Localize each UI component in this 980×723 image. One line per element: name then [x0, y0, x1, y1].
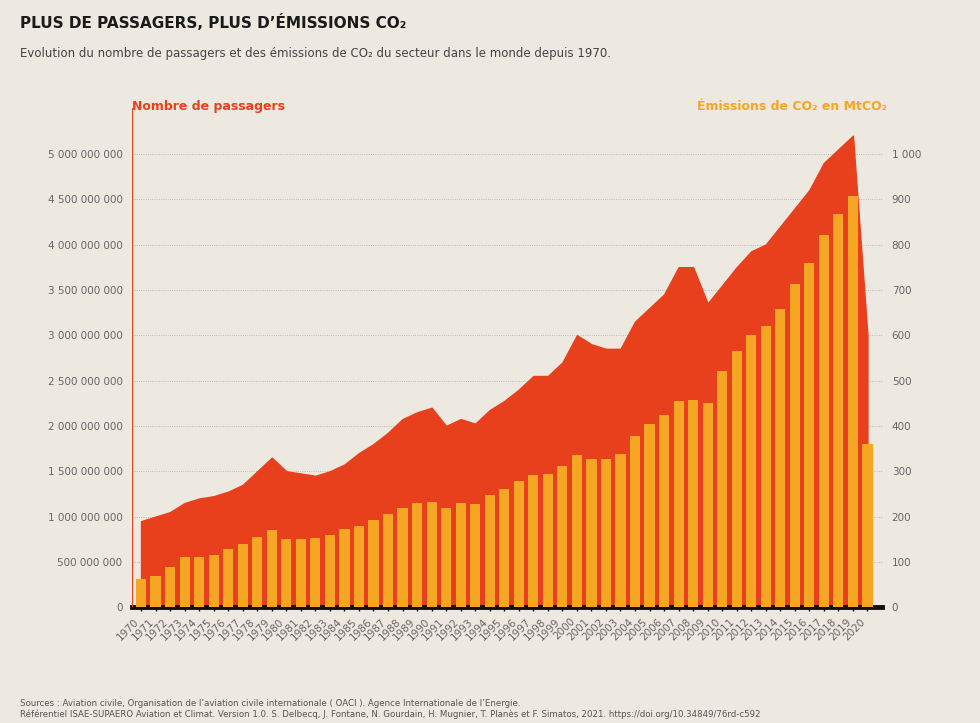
Bar — [688, 400, 698, 607]
Bar — [165, 567, 175, 607]
Bar — [862, 444, 872, 607]
Bar — [703, 403, 712, 607]
Bar — [485, 495, 495, 607]
Text: PLUS DE PASSAGERS, PLUS D’ÉMISSIONS CO₂: PLUS DE PASSAGERS, PLUS D’ÉMISSIONS CO₂ — [20, 14, 406, 32]
Bar — [848, 195, 858, 607]
Bar — [645, 424, 655, 607]
Bar — [412, 503, 422, 607]
Text: Evolution du nombre de passagers et des émissions de CO₂ du secteur dans le mond: Evolution du nombre de passagers et des … — [20, 47, 611, 60]
Bar — [209, 555, 219, 607]
Bar — [499, 489, 510, 607]
Bar — [237, 544, 248, 607]
Bar — [805, 262, 814, 607]
Bar — [281, 539, 291, 607]
Bar — [833, 214, 844, 607]
Bar — [296, 539, 306, 607]
Bar — [586, 458, 597, 607]
Bar — [760, 326, 771, 607]
Bar — [223, 549, 233, 607]
Bar — [775, 309, 785, 607]
Bar — [528, 475, 538, 607]
Bar — [470, 504, 480, 607]
Bar — [673, 401, 684, 607]
Bar — [790, 284, 800, 607]
Bar — [368, 521, 378, 607]
Bar — [339, 529, 350, 607]
Bar — [151, 576, 161, 607]
Bar — [354, 526, 364, 607]
Bar — [383, 514, 393, 607]
Bar — [267, 530, 277, 607]
Bar — [558, 466, 567, 607]
Bar — [717, 372, 727, 607]
Bar — [426, 502, 437, 607]
Bar — [732, 351, 742, 607]
Bar — [659, 415, 669, 607]
Bar — [179, 557, 190, 607]
Bar — [311, 538, 320, 607]
Bar — [456, 503, 466, 607]
Bar — [398, 508, 408, 607]
Bar — [543, 474, 553, 607]
Bar — [514, 481, 524, 607]
Bar — [194, 557, 204, 607]
Text: Nombre de passagers: Nombre de passagers — [132, 100, 285, 113]
Bar — [746, 335, 757, 607]
Text: Émissions de CO₂ en MtCO₂: Émissions de CO₂ en MtCO₂ — [697, 100, 887, 113]
Bar — [252, 536, 263, 607]
Bar — [324, 535, 335, 607]
Bar — [441, 508, 451, 607]
Bar — [819, 236, 829, 607]
Bar — [630, 436, 640, 607]
Text: Sources : Aviation civile, Organisation de l’aviation civile internationale ( OA: Sources : Aviation civile, Organisation … — [20, 699, 760, 719]
Bar — [601, 458, 612, 607]
Bar — [571, 455, 582, 607]
Bar — [136, 579, 146, 607]
Bar — [615, 454, 625, 607]
